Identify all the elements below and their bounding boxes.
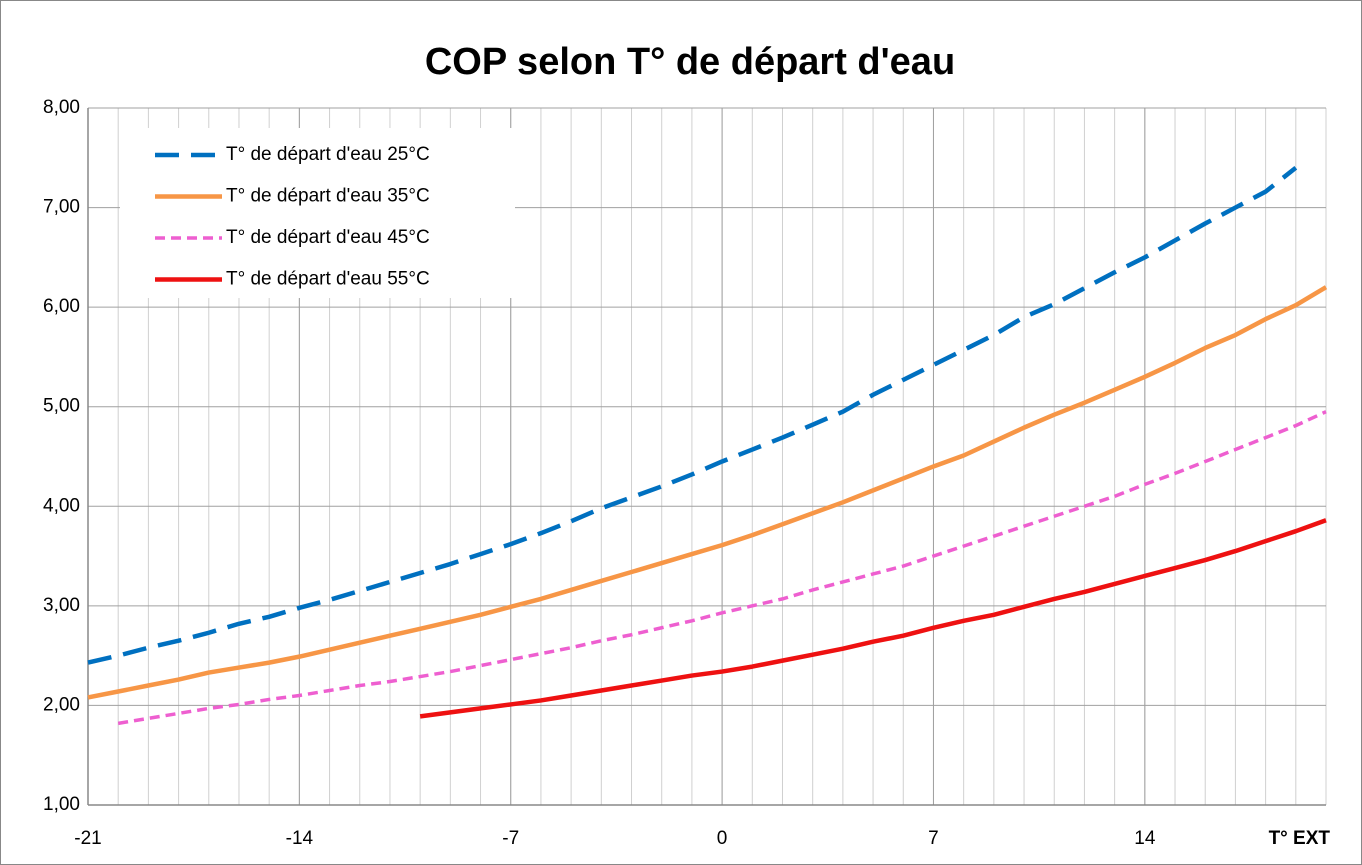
series-line [419, 518, 1327, 719]
chart-title: COP selon T° de départ d'eau [425, 41, 955, 83]
y-tick-label: 1,00 [43, 794, 80, 815]
y-tick-label: 7,00 [43, 197, 80, 218]
legend: T° de départ d'eau 25°C T° de départ d'ea… [120, 128, 515, 298]
legend-label: T° de départ d'eau 55°C [226, 269, 430, 290]
x-tick-label: 14 [1134, 828, 1156, 849]
y-tick-label: 6,00 [43, 296, 80, 317]
x-tick-label: 0 [717, 828, 728, 849]
series-line [117, 410, 1327, 726]
y-tick-label: 2,00 [43, 694, 80, 715]
legend-label: T° de départ d'eau 35°C [226, 186, 430, 207]
x-tick-label: -21 [74, 828, 101, 849]
legend-box [120, 128, 515, 298]
x-tick-label: -14 [286, 828, 314, 849]
x-tick-label: -7 [502, 828, 519, 849]
y-tick-label: 3,00 [43, 595, 80, 616]
x-axis-label: T° EXT [1269, 828, 1331, 849]
y-tick-label: 4,00 [43, 495, 80, 516]
legend-label: T° de départ d'eau 25°C [226, 144, 430, 165]
series-line [87, 285, 1328, 700]
legend-label: T° de départ d'eau 45°C [226, 227, 430, 248]
y-tick-label: 5,00 [43, 396, 80, 417]
x-tick-label: 7 [928, 828, 939, 849]
y-tick-label: 8,00 [43, 97, 80, 118]
series-line [87, 165, 1298, 665]
